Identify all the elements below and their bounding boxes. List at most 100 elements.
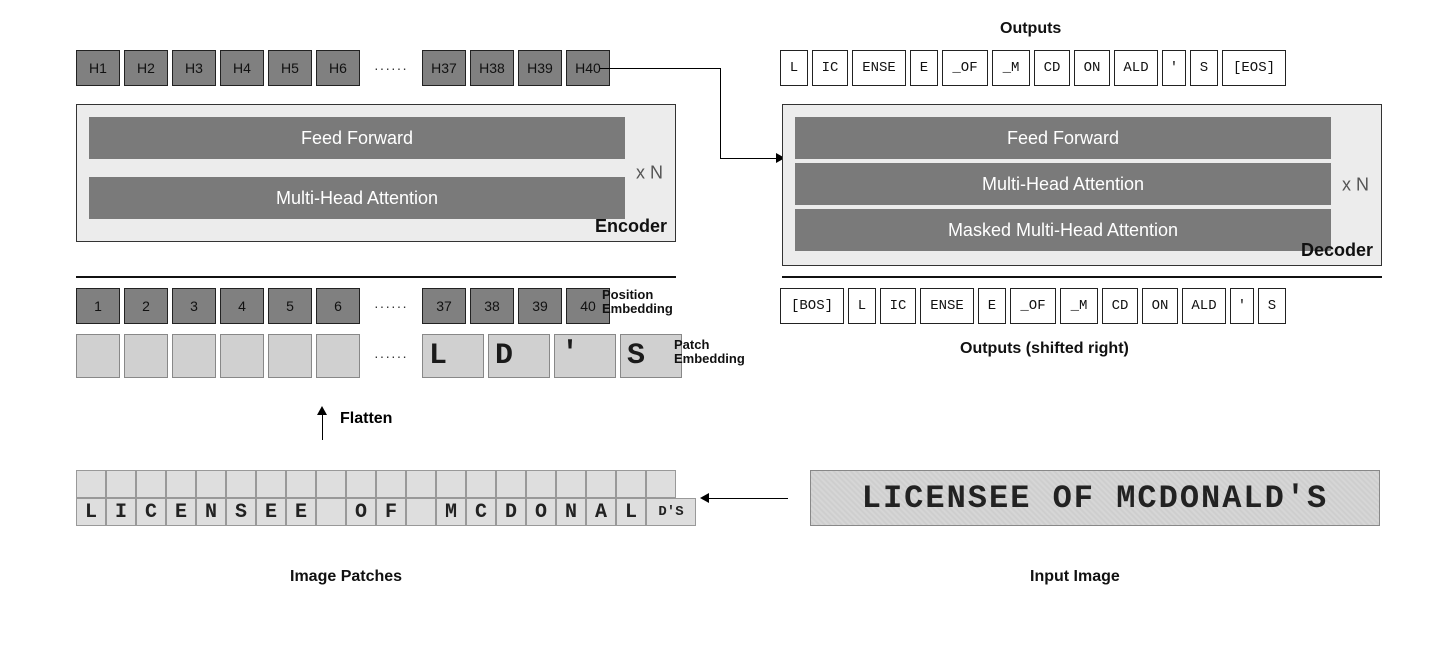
patch-cell: C <box>466 498 496 526</box>
encoder-title: Encoder <box>595 216 667 237</box>
out-token: ON <box>1074 50 1110 86</box>
input-image: LICENSEE OF MCDONALD'S <box>810 470 1380 526</box>
patch-cell: D <box>496 498 526 526</box>
pos-token: 2 <box>124 288 168 324</box>
in-token: ALD <box>1182 288 1226 324</box>
patch-label-1: Patch <box>674 337 709 352</box>
patch-cell: M <box>436 498 466 526</box>
image-patches-grid: LICENSEE OF MCDONALD'S <box>76 470 696 526</box>
hidden-token: H4 <box>220 50 264 86</box>
image-patches-label: Image Patches <box>290 568 402 586</box>
encoder-layer: Multi-Head Attention <box>89 177 625 219</box>
patch-cell <box>496 470 526 498</box>
patch-cell <box>76 470 106 498</box>
in-token: L <box>848 288 876 324</box>
patch-row: ······ L D ' S <box>76 334 682 378</box>
patch-embedding-label: Patch Embedding <box>674 338 745 367</box>
outputs-shifted-label: Outputs (shifted right) <box>960 340 1129 358</box>
decoder-layer: Masked Multi-Head Attention <box>795 209 1331 251</box>
out-token: CD <box>1034 50 1070 86</box>
dots: ······ <box>364 348 418 364</box>
pos-token: 3 <box>172 288 216 324</box>
out-token: ' <box>1162 50 1186 86</box>
patch-cell <box>436 470 466 498</box>
patch-cell <box>406 498 436 526</box>
patch-cell: N <box>556 498 586 526</box>
patch-label-2: Embedding <box>674 351 745 366</box>
patch-cell <box>166 470 196 498</box>
dots: ······ <box>364 60 418 76</box>
position-row: 1 2 3 4 5 6 ······ 37 38 39 40 <box>76 288 610 324</box>
patch-cell: D'S <box>646 498 696 526</box>
patch-cell: E <box>286 498 316 526</box>
encoder-block: Feed Forward Multi-Head Attention x N En… <box>76 104 676 242</box>
hidden-token: H1 <box>76 50 120 86</box>
patch-cell <box>646 470 676 498</box>
position-embedding-label: Position Embedding <box>602 288 673 317</box>
patch-cell <box>586 470 616 498</box>
patch-cell: L <box>616 498 646 526</box>
out-token: IC <box>812 50 848 86</box>
in-token: S <box>1258 288 1286 324</box>
patch-cell <box>226 470 256 498</box>
patch-cell: S <box>226 498 256 526</box>
patch-cell: L <box>76 498 106 526</box>
input-image-label: Input Image <box>1030 568 1120 586</box>
patch-cell <box>406 470 436 498</box>
pos-token: 39 <box>518 288 562 324</box>
hr-encoder <box>76 276 676 278</box>
patch-cell: C <box>136 498 166 526</box>
patch-img <box>316 334 360 378</box>
patch-cell <box>196 470 226 498</box>
encoder-layer: Feed Forward <box>89 117 625 159</box>
patch-cell <box>616 470 646 498</box>
in-token: IC <box>880 288 916 324</box>
patch-cell <box>466 470 496 498</box>
patch-img: S <box>620 334 682 378</box>
pos-label-2: Embedding <box>602 301 673 316</box>
in-token: [BOS] <box>780 288 844 324</box>
pos-token: 1 <box>76 288 120 324</box>
hidden-token: H5 <box>268 50 312 86</box>
decoder-layer: Feed Forward <box>795 117 1331 159</box>
out-token: E <box>910 50 938 86</box>
hidden-token: H37 <box>422 50 466 86</box>
in-token: ENSE <box>920 288 974 324</box>
decoder-layer: Multi-Head Attention <box>795 163 1331 205</box>
pos-label-1: Position <box>602 287 653 302</box>
pos-token: 4 <box>220 288 264 324</box>
patch-cell: N <box>196 498 226 526</box>
patch-img <box>76 334 120 378</box>
patch-img <box>268 334 312 378</box>
patch-cell <box>556 470 586 498</box>
transformer-diagram: Outputs H1 H2 H3 H4 H5 H6 ······ H37 H38… <box>20 20 1432 630</box>
flatten-label: Flatten <box>340 410 392 428</box>
patch-cell <box>346 470 376 498</box>
hidden-token: H6 <box>316 50 360 86</box>
decoder-input-row: [BOS] L IC ENSE E _OF _M CD ON ALD ' S <box>780 288 1286 324</box>
patch-cell: A <box>586 498 616 526</box>
decoder-title: Decoder <box>1301 240 1373 261</box>
patch-cell <box>316 470 346 498</box>
patch-img <box>172 334 216 378</box>
in-token: ON <box>1142 288 1178 324</box>
out-token: ALD <box>1114 50 1158 86</box>
encoder-xn: x N <box>636 163 663 184</box>
patch-img: D <box>488 334 550 378</box>
decoder-block: Feed Forward Multi-Head Attention Masked… <box>782 104 1382 266</box>
outputs-title: Outputs <box>1000 20 1061 38</box>
patch-cell: E <box>166 498 196 526</box>
patch-cell: F <box>376 498 406 526</box>
patch-cell: O <box>526 498 556 526</box>
hidden-token: H2 <box>124 50 168 86</box>
patches-bottom-row: LICENSEE OF MCDONALD'S <box>76 498 696 526</box>
patches-top-row <box>76 470 696 498</box>
out-token: [EOS] <box>1222 50 1286 86</box>
hidden-token: H3 <box>172 50 216 86</box>
patch-cell <box>286 470 316 498</box>
patch-cell <box>106 470 136 498</box>
patch-cell: E <box>256 498 286 526</box>
dots: ······ <box>364 298 418 314</box>
patch-img: ' <box>554 334 616 378</box>
in-token: ' <box>1230 288 1254 324</box>
